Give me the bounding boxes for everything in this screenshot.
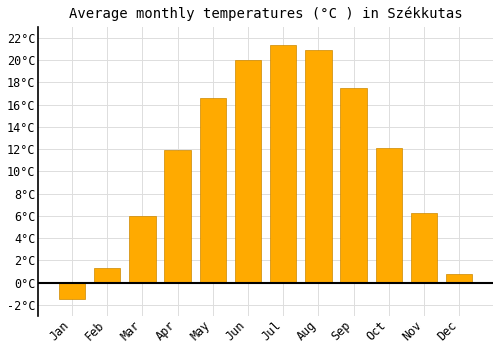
Bar	[164, 150, 191, 282]
Bar	[130, 216, 156, 282]
Bar	[94, 268, 120, 282]
Bar	[59, 282, 86, 299]
Bar	[411, 212, 437, 282]
Bar	[446, 274, 472, 282]
Bar	[270, 44, 296, 282]
Bar	[200, 98, 226, 282]
Bar	[235, 60, 261, 282]
Bar	[305, 50, 332, 282]
Title: Average monthly temperatures (°C ) in Székkutas: Average monthly temperatures (°C ) in Sz…	[69, 7, 462, 21]
Bar	[340, 88, 367, 282]
Bar	[376, 148, 402, 282]
